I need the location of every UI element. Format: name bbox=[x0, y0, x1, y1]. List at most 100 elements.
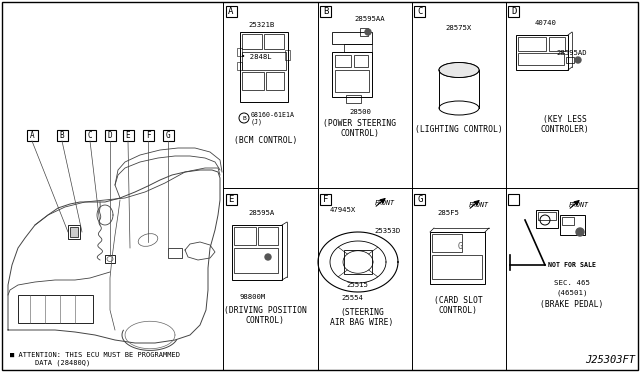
Bar bbox=[168, 248, 182, 258]
Text: CONTROL): CONTROL) bbox=[340, 129, 380, 138]
Text: D: D bbox=[108, 131, 112, 140]
Text: 08160-61E1A: 08160-61E1A bbox=[251, 112, 295, 118]
Text: 25321B: 25321B bbox=[249, 22, 275, 28]
Text: 28595A: 28595A bbox=[249, 210, 275, 216]
Text: (STEERING: (STEERING bbox=[340, 308, 384, 317]
Text: 40740: 40740 bbox=[535, 20, 557, 26]
Bar bbox=[332, 52, 372, 97]
Text: 28500: 28500 bbox=[349, 109, 371, 115]
Bar bbox=[509, 6, 520, 16]
Text: 28595AD: 28595AD bbox=[557, 50, 588, 56]
Bar bbox=[163, 129, 173, 141]
Text: 98800M: 98800M bbox=[240, 294, 266, 300]
Bar bbox=[344, 250, 372, 274]
Bar bbox=[242, 52, 286, 70]
Bar bbox=[562, 217, 574, 225]
Text: FRONT: FRONT bbox=[375, 200, 395, 206]
Bar bbox=[549, 37, 565, 51]
Text: C: C bbox=[417, 6, 422, 16]
Text: E: E bbox=[228, 195, 234, 203]
Bar bbox=[321, 193, 332, 205]
Circle shape bbox=[365, 29, 371, 35]
Text: 25353D: 25353D bbox=[374, 228, 400, 234]
Text: 25515: 25515 bbox=[346, 282, 368, 288]
Text: A: A bbox=[29, 131, 35, 140]
Bar bbox=[234, 227, 256, 245]
Text: (CARD SLOT: (CARD SLOT bbox=[434, 296, 483, 305]
Text: F: F bbox=[146, 131, 150, 140]
Bar bbox=[432, 234, 462, 252]
Text: DATA (28480Q): DATA (28480Q) bbox=[35, 360, 90, 366]
Text: F: F bbox=[323, 195, 329, 203]
Text: 28595AA: 28595AA bbox=[355, 16, 385, 22]
Text: CONTROL): CONTROL) bbox=[246, 316, 285, 325]
Text: (BCM CONTROL): (BCM CONTROL) bbox=[234, 136, 298, 145]
Text: G: G bbox=[458, 241, 463, 250]
Bar bbox=[509, 193, 520, 205]
Bar bbox=[122, 129, 134, 141]
Text: J25303FT: J25303FT bbox=[585, 355, 635, 365]
Bar bbox=[335, 70, 369, 92]
Bar bbox=[143, 129, 154, 141]
Bar bbox=[335, 55, 351, 67]
Bar bbox=[285, 50, 290, 60]
Bar bbox=[240, 32, 288, 102]
Text: (LIGHTING CONTROL): (LIGHTING CONTROL) bbox=[415, 125, 503, 134]
Bar bbox=[430, 232, 485, 284]
Bar bbox=[264, 34, 284, 49]
Text: 285F5: 285F5 bbox=[437, 210, 459, 216]
Bar bbox=[104, 129, 115, 141]
Text: (J): (J) bbox=[251, 119, 263, 125]
Text: 47945X: 47945X bbox=[330, 207, 356, 213]
Text: CONTROLER): CONTROLER) bbox=[541, 125, 589, 134]
Text: 25554: 25554 bbox=[341, 295, 363, 301]
Text: B: B bbox=[323, 6, 329, 16]
Text: NOT FOR SALE: NOT FOR SALE bbox=[548, 262, 596, 268]
Text: B: B bbox=[60, 131, 64, 140]
Bar bbox=[566, 57, 574, 63]
Bar bbox=[232, 225, 282, 280]
Bar bbox=[70, 227, 78, 237]
Circle shape bbox=[576, 228, 584, 236]
Bar bbox=[242, 34, 262, 49]
Bar bbox=[225, 193, 237, 205]
Bar bbox=[560, 215, 585, 235]
Text: 28575X: 28575X bbox=[446, 25, 472, 31]
Text: G: G bbox=[417, 195, 422, 203]
Text: B: B bbox=[242, 115, 246, 121]
Text: G: G bbox=[166, 131, 170, 140]
Circle shape bbox=[265, 254, 271, 260]
Bar bbox=[26, 129, 38, 141]
Bar bbox=[84, 129, 95, 141]
Bar bbox=[516, 35, 568, 70]
Bar bbox=[346, 95, 361, 103]
Bar bbox=[56, 129, 67, 141]
Bar bbox=[432, 255, 482, 279]
Text: FRONT: FRONT bbox=[569, 202, 589, 208]
Text: (46501): (46501) bbox=[556, 290, 588, 296]
Bar bbox=[518, 37, 546, 51]
Text: (DRIVING POSITION: (DRIVING POSITION bbox=[223, 306, 307, 315]
Text: (BRAKE PEDAL): (BRAKE PEDAL) bbox=[540, 300, 604, 309]
Bar bbox=[321, 6, 332, 16]
Bar bbox=[18, 295, 93, 323]
Text: FRONT: FRONT bbox=[469, 202, 489, 208]
Bar bbox=[536, 210, 558, 228]
Bar bbox=[344, 44, 372, 52]
Text: (POWER STEERING: (POWER STEERING bbox=[323, 119, 397, 128]
Bar bbox=[234, 248, 278, 273]
Bar bbox=[237, 62, 242, 70]
Bar bbox=[354, 55, 368, 67]
Text: (KEY LESS: (KEY LESS bbox=[543, 115, 587, 124]
Bar bbox=[237, 48, 242, 56]
Text: CONTROL): CONTROL) bbox=[438, 306, 477, 315]
Bar bbox=[225, 6, 237, 16]
Ellipse shape bbox=[439, 62, 479, 77]
Text: D: D bbox=[511, 6, 516, 16]
Bar bbox=[242, 72, 264, 90]
Bar bbox=[538, 212, 556, 220]
Text: A: A bbox=[228, 6, 234, 16]
Bar bbox=[415, 6, 426, 16]
Bar bbox=[258, 227, 278, 245]
Text: SEC. 465: SEC. 465 bbox=[554, 280, 590, 286]
